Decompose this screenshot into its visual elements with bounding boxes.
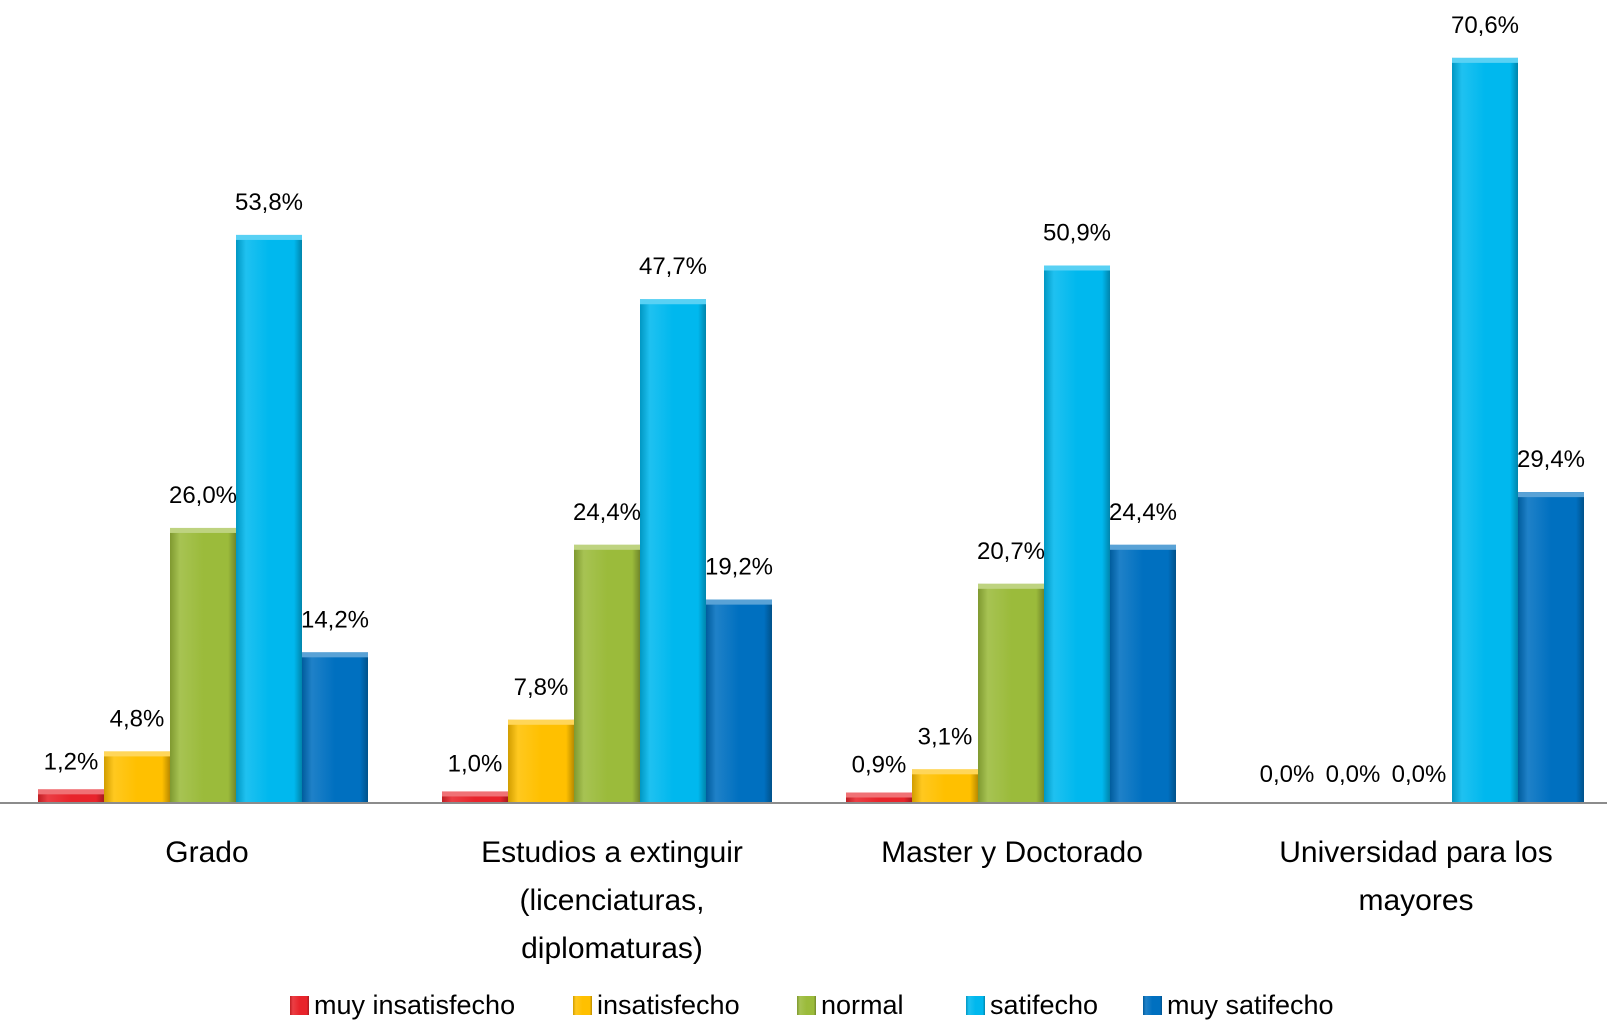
legend: muy insatisfecho insatisfecho normal satife… bbox=[290, 990, 1334, 1020]
bar-top-highlight bbox=[978, 583, 1044, 589]
data-label: 24,4% bbox=[1109, 499, 1177, 526]
bar-satifecho-2 bbox=[640, 299, 706, 802]
data-label: 19,2% bbox=[705, 554, 773, 581]
data-label: 0,0% bbox=[1326, 761, 1381, 788]
legend-swatch bbox=[966, 996, 985, 1015]
category-label: Master y Doctorado bbox=[881, 836, 1143, 869]
bar-muy-satifecho-2 bbox=[706, 599, 772, 802]
bar-insatisfecho-1 bbox=[104, 751, 170, 802]
bar-top-highlight bbox=[170, 527, 236, 533]
bar-normal-1 bbox=[170, 527, 236, 802]
category-label: diplomaturas) bbox=[521, 932, 703, 965]
legend-label: muy satifecho bbox=[1167, 990, 1334, 1020]
bar-top-highlight bbox=[508, 719, 574, 725]
data-label: 47,7% bbox=[639, 253, 707, 280]
bar-top-highlight bbox=[1452, 57, 1518, 63]
category-label: (licenciaturas, bbox=[519, 884, 704, 917]
bar-top-highlight bbox=[302, 652, 368, 658]
bar-top-highlight bbox=[640, 299, 706, 305]
data-label: 26,0% bbox=[169, 482, 237, 509]
legend-label: satifecho bbox=[990, 990, 1098, 1020]
bar-top-highlight bbox=[442, 791, 508, 797]
data-label: 4,8% bbox=[110, 705, 165, 732]
legend-label: normal bbox=[821, 990, 904, 1020]
legend-swatch bbox=[1143, 996, 1162, 1015]
data-label: 50,9% bbox=[1043, 220, 1111, 247]
bar-top-highlight bbox=[706, 599, 772, 605]
bar-muy-satifecho-1 bbox=[302, 652, 368, 802]
bar-satifecho-4 bbox=[1452, 57, 1518, 803]
bar-top-highlight bbox=[236, 234, 302, 240]
data-label: 1,2% bbox=[44, 748, 99, 775]
legend-item-satifecho: satifecho bbox=[966, 990, 1098, 1020]
bar-top-highlight bbox=[38, 789, 104, 795]
legend-item-muy-satifecho: muy satifecho bbox=[1143, 990, 1334, 1020]
bar-top-highlight bbox=[912, 769, 978, 775]
category-labels-layer: Grado Estudios a extinguir (licenciaturas,… bbox=[165, 836, 1552, 965]
category-label: mayores bbox=[1358, 884, 1473, 917]
category-label: Grado bbox=[165, 836, 248, 869]
bar-normal-2 bbox=[574, 544, 640, 802]
legend-item-muy-insatisfecho: muy insatisfecho bbox=[290, 990, 515, 1020]
category-label: Universidad para los bbox=[1279, 836, 1552, 869]
legend-swatch bbox=[290, 996, 309, 1015]
data-label: 53,8% bbox=[235, 189, 303, 216]
legend-item-insatisfecho: insatisfecho bbox=[573, 990, 740, 1020]
legend-label: insatisfecho bbox=[597, 990, 740, 1020]
bar-normal-3 bbox=[978, 583, 1044, 802]
legend-item-normal: normal bbox=[797, 990, 904, 1020]
bar-insatisfecho-3 bbox=[912, 769, 978, 802]
data-label: 14,2% bbox=[301, 606, 369, 633]
bar-top-highlight bbox=[1518, 492, 1584, 498]
category-label: Estudios a extinguir bbox=[481, 836, 743, 869]
legend-label: muy insatisfecho bbox=[314, 990, 515, 1020]
bar-satifecho-3 bbox=[1044, 265, 1110, 802]
bar-muy-satifecho-3 bbox=[1110, 544, 1176, 802]
bar-muy-insatisfecho-2 bbox=[442, 791, 508, 802]
data-label: 0,9% bbox=[852, 752, 907, 779]
data-label: 0,0% bbox=[1392, 761, 1447, 788]
data-label: 1,0% bbox=[448, 750, 503, 777]
data-label: 7,8% bbox=[514, 674, 569, 701]
data-label: 3,1% bbox=[918, 723, 973, 750]
data-label: 29,4% bbox=[1517, 446, 1585, 473]
data-label: 0,0% bbox=[1260, 761, 1315, 788]
bar-insatisfecho-2 bbox=[508, 719, 574, 802]
bar-top-highlight bbox=[1044, 265, 1110, 271]
legend-swatch bbox=[573, 996, 592, 1015]
bar-top-highlight bbox=[574, 544, 640, 550]
data-label: 20,7% bbox=[977, 538, 1045, 565]
bar-top-highlight bbox=[1110, 544, 1176, 550]
data-label: 70,6% bbox=[1451, 12, 1519, 39]
bar-top-highlight bbox=[846, 792, 912, 798]
data-labels-layer: 1,2% 4,8% 26,0% 53,8% 14,2% 1,0% 7,8% 24,4% 47,7… bbox=[44, 12, 1585, 788]
legend-swatch bbox=[797, 996, 816, 1015]
bar-muy-satifecho-4 bbox=[1518, 492, 1584, 802]
bar-top-highlight bbox=[104, 751, 170, 757]
data-label: 24,4% bbox=[573, 499, 641, 526]
bars-layer bbox=[38, 57, 1584, 803]
bar-satifecho-1 bbox=[236, 234, 302, 802]
